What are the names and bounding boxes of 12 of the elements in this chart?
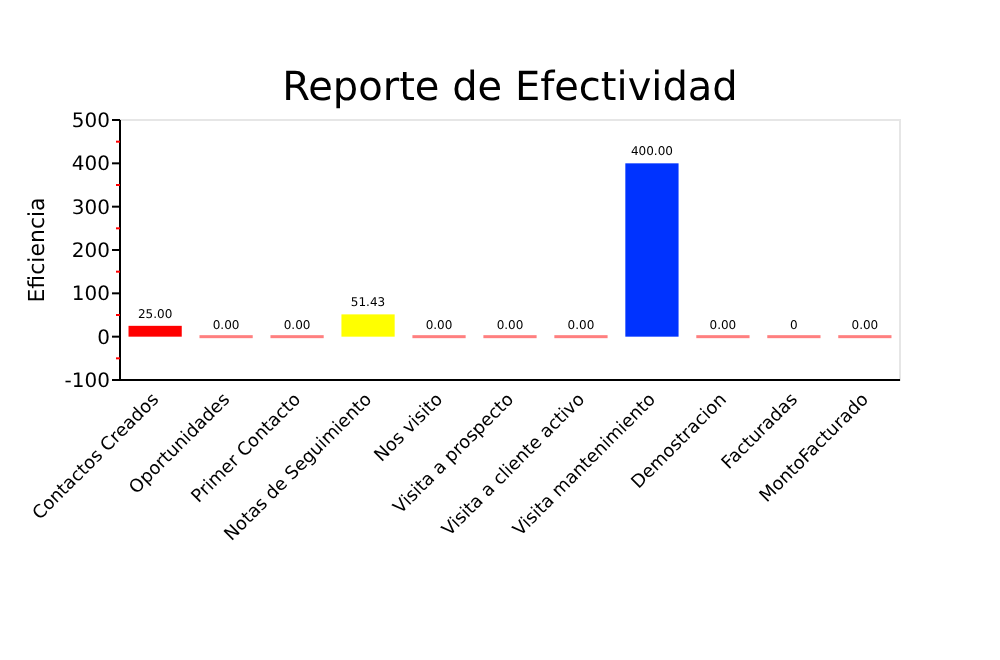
- bar: [625, 163, 679, 337]
- chart-title: Reporte de Efectividad: [282, 62, 738, 110]
- y-axis-title: Eficiencia: [24, 197, 50, 303]
- y-tick-label: 400: [71, 154, 110, 177]
- bar: [128, 325, 182, 337]
- y-tick-label: 200: [71, 241, 110, 263]
- y-tick-label: 100: [71, 284, 110, 307]
- y-tick-label: 500: [71, 111, 110, 133]
- bar: [341, 314, 395, 337]
- y-tick-label: 300: [71, 197, 110, 220]
- y-tick-label: -100: [64, 371, 110, 393]
- y-tick-label: 0: [97, 327, 110, 350]
